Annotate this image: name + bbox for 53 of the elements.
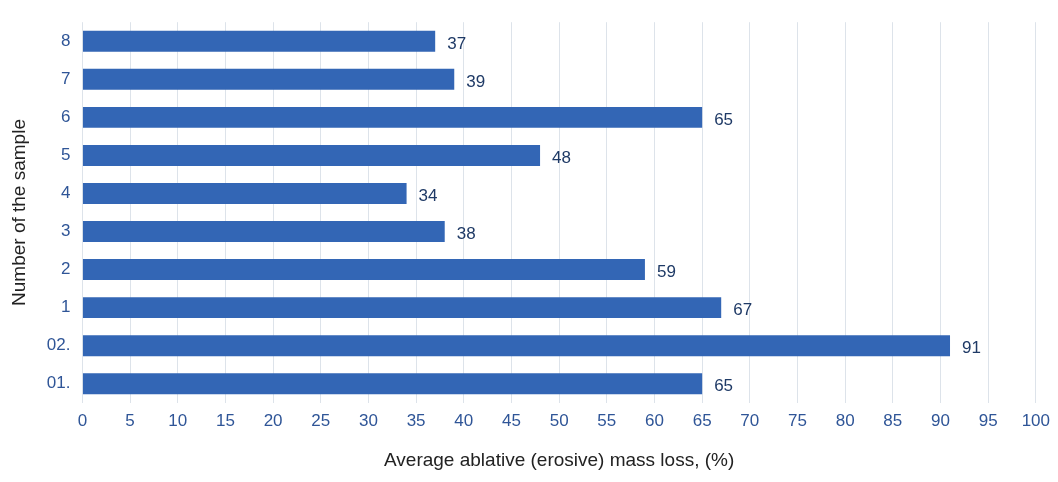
- x-tick-label: 100: [1021, 410, 1051, 430]
- x-tick-label: 35: [406, 410, 426, 430]
- x-tick-label: 20: [263, 410, 283, 430]
- data-label: 39: [466, 71, 486, 91]
- x-tick-label: 50: [549, 410, 569, 430]
- data-label: 67: [733, 300, 753, 320]
- bar: [82, 106, 703, 128]
- bar: [82, 335, 951, 357]
- data-label: 91: [962, 338, 981, 358]
- bar: [82, 259, 645, 281]
- x-tick-label: 65: [692, 410, 712, 430]
- data-label: 48: [552, 148, 571, 168]
- x-tick-label: 95: [978, 410, 998, 430]
- x-tick-label: 60: [645, 410, 664, 430]
- y-tick-label: 01.: [46, 373, 71, 393]
- x-tick-label: 40: [454, 410, 474, 430]
- y-tick-label: 7: [60, 68, 71, 88]
- bar: [82, 297, 722, 319]
- x-tick-label: 70: [740, 410, 760, 430]
- data-label: 37: [447, 33, 467, 53]
- data-label: 59: [656, 262, 676, 282]
- x-tick-label: 90: [931, 410, 950, 430]
- x-tick-label: 25: [311, 410, 331, 430]
- y-tick-label: 02.: [46, 335, 71, 355]
- data-label: 65: [714, 110, 734, 130]
- y-tick-label: 6: [60, 107, 71, 127]
- x-tick-label: 10: [168, 410, 188, 430]
- data-label: 65: [714, 376, 734, 396]
- bar: [82, 221, 445, 242]
- y-tick-label: 4: [60, 183, 71, 203]
- y-tick-label: 1: [60, 297, 71, 317]
- y-tick-label: 3: [60, 221, 71, 241]
- y-axis-title: Number of the sample: [7, 119, 29, 306]
- y-tick-label: 8: [60, 30, 71, 50]
- x-tick-label: 5: [125, 410, 135, 430]
- x-tick-label: 15: [215, 410, 235, 430]
- x-tick-label: 80: [835, 410, 855, 430]
- x-axis-title: Average ablative (erosive) mass loss, (%): [384, 448, 735, 470]
- data-label: 38: [456, 224, 476, 244]
- y-tick-label: 2: [60, 259, 71, 279]
- bar: [82, 183, 407, 204]
- x-tick-label: 0: [77, 410, 88, 430]
- bar: [82, 68, 455, 90]
- x-tick-label: 75: [788, 410, 807, 430]
- x-tick-label: 30: [358, 410, 378, 430]
- y-tick-label: 5: [60, 145, 71, 165]
- data-label: 34: [418, 186, 438, 206]
- bar: [82, 144, 541, 166]
- x-tick-label: 55: [597, 410, 617, 430]
- bar: [82, 373, 703, 395]
- x-tick-label: 45: [501, 410, 521, 430]
- x-tick-label: 85: [883, 410, 903, 430]
- bar: [82, 30, 436, 52]
